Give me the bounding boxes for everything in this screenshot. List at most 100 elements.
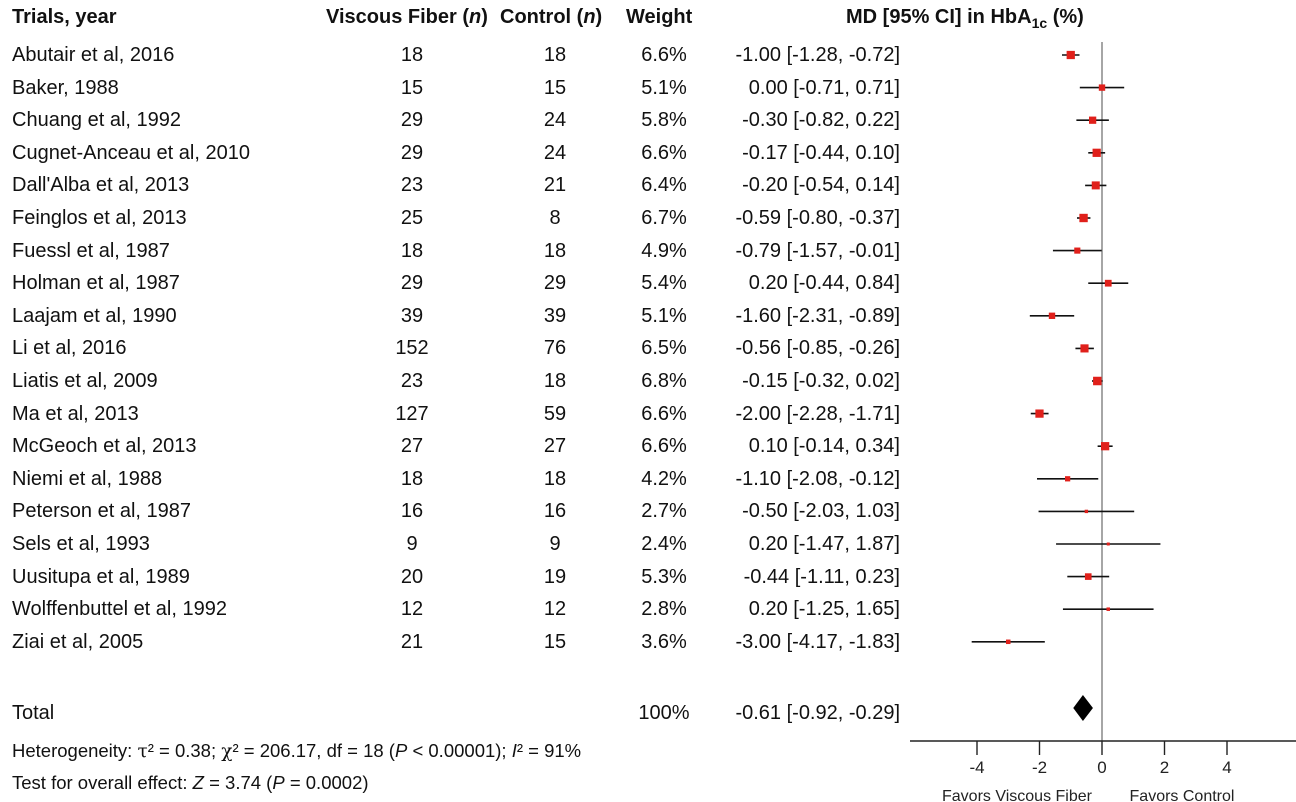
control-n: 8 — [549, 207, 561, 229]
x-tick-label: 4 — [1222, 758, 1231, 777]
study-row: Dall'Alba et al, 2013 23 21 6.4% -0.20 [-0.5… — [0, 169, 910, 201]
fiber-n: 29 — [400, 272, 424, 295]
x-tick-label: -2 — [1032, 758, 1047, 777]
header-md-suffix: (%) — [1047, 6, 1084, 28]
study-row: Ziai et al, 2005 21 15 3.6% -3.00 [-4.17, -1… — [0, 626, 910, 658]
overall-prefix: Test for overall effect: — [12, 772, 193, 793]
tau-value: ² = 0.38; — [147, 740, 222, 761]
weight-value: 6.6% — [641, 44, 687, 66]
p1-value: < 0.00001); — [407, 740, 512, 761]
trial-name: Feinglos et al, 2013 — [12, 207, 187, 229]
weight-value: 2.7% — [641, 500, 687, 523]
md-ci-value: -1.60 [-2.31, -0.89] — [735, 304, 900, 327]
z-value: = 3.74 ( — [203, 772, 273, 793]
point-estimate-marker — [1104, 279, 1112, 287]
study-row: Cugnet-Anceau et al, 2010 29 24 6.6% -0.17 [… — [0, 137, 910, 169]
fiber-n: 23 — [400, 370, 424, 392]
header-viscous-fiber: Viscous Fiber (n) — [326, 6, 488, 28]
total-label: Total — [12, 702, 55, 724]
md-ci-value: -2.00 [-2.28, -1.71] — [735, 402, 900, 425]
trial-name: Liatis et al, 2009 — [12, 370, 158, 392]
fiber-n: 25 — [400, 207, 424, 229]
weight-value: 6.6% — [641, 141, 687, 164]
weight-value: 3.6% — [641, 630, 687, 653]
md-ci-value: -0.50 [-2.03, 1.03] — [742, 500, 900, 523]
study-row: Sels et al, 1993 9 9 2.4% 0.20 [-1.47, 1.87] — [0, 528, 910, 560]
favors-control-label: Favors Control — [1130, 788, 1235, 802]
fiber-n: 15 — [400, 76, 424, 99]
weight-value: 6.6% — [641, 435, 687, 458]
header-trials: Trials, year — [12, 6, 117, 28]
control-n: 24 — [543, 109, 567, 132]
control-n: 59 — [543, 402, 567, 425]
md-ci-value: 0.00 [-0.71, 0.71] — [748, 76, 900, 99]
study-row: Niemi et al, 1988 18 18 4.2% -1.10 [-2.08, -… — [0, 463, 910, 495]
p1-label: P — [394, 740, 408, 761]
weight-value: 5.8% — [641, 109, 687, 132]
weight-value: 6.4% — [641, 174, 687, 197]
trial-name: Laajam et al, 1990 — [12, 304, 177, 327]
control-n: 24 — [543, 141, 567, 164]
weight-value: 5.1% — [641, 76, 687, 99]
trial-name: Cugnet-Anceau et al, 2010 — [12, 141, 250, 164]
study-row: Feinglos et al, 2013 25 8 6.7% -0.59 [-0.80,… — [0, 202, 910, 234]
point-estimate-marker — [1084, 509, 1089, 514]
study-row: Ma et al, 2013 127 59 6.6% -2.00 [-2.28, -1.… — [0, 398, 910, 430]
study-row: Holman et al, 1987 29 29 5.4% 0.20 [-0.44, 0… — [0, 267, 910, 299]
p2-value: = 0.0002) — [284, 772, 369, 793]
heterogeneity-text: Heterogeneity: τ² = 0.38; χ² = 206.17, d… — [12, 740, 581, 762]
weight-value: 6.7% — [641, 207, 687, 229]
weight-value: 6.6% — [641, 402, 687, 425]
fiber-n: 127 — [395, 402, 429, 425]
md-ci-value: -1.00 [-1.28, -0.72] — [735, 44, 900, 66]
point-estimate-marker — [1048, 312, 1056, 319]
weight-value: 5.4% — [641, 272, 687, 295]
control-n: 18 — [543, 44, 567, 66]
md-ci-value: 0.20 [-0.44, 0.84] — [748, 272, 900, 295]
study-row: Liatis et al, 2009 23 18 6.8% -0.15 [-0.32, … — [0, 365, 910, 397]
header-fiber-n: n — [469, 6, 482, 28]
total-diamond — [1073, 695, 1093, 721]
control-n: 21 — [543, 174, 567, 197]
point-estimate-marker — [1035, 409, 1044, 418]
fiber-n: 29 — [400, 109, 424, 132]
md-ci-value: -0.44 [-1.11, 0.23] — [743, 565, 900, 588]
study-row: Chuang et al, 1992 29 24 5.8% -0.30 [-0.82, … — [0, 104, 910, 136]
control-n: 16 — [543, 500, 567, 523]
i2-value: ² = 91% — [516, 740, 582, 761]
fiber-n: 39 — [400, 304, 424, 327]
point-estimate-marker — [1101, 442, 1110, 451]
fiber-n: 23 — [400, 174, 424, 197]
point-estimate-marker — [1092, 148, 1101, 157]
fiber-n: 9 — [406, 533, 418, 555]
control-n: 15 — [543, 630, 567, 653]
md-ci-value: -0.20 [-0.54, 0.14] — [742, 174, 900, 197]
point-estimate-marker — [1084, 573, 1092, 580]
fiber-n: 18 — [400, 467, 424, 490]
weight-value: 4.9% — [641, 239, 687, 262]
header-fiber-label: Viscous Fiber — [326, 6, 457, 28]
fiber-n: 29 — [400, 141, 424, 164]
study-row: Baker, 1988 15 15 5.1% 0.00 [-0.71, 0.71] — [0, 72, 910, 104]
trial-name: Ziai et al, 2005 — [12, 630, 144, 653]
point-estimate-marker — [1065, 476, 1071, 482]
weight-value: 4.2% — [641, 467, 687, 490]
md-ci-value: -0.79 [-1.57, -0.01] — [735, 239, 900, 262]
study-row: Wolffenbuttel et al, 1992 12 12 2.8% 0.20 [-… — [0, 593, 910, 625]
control-n: 15 — [543, 76, 567, 99]
md-ci-value: -0.30 [-0.82, 0.22] — [742, 109, 900, 132]
study-row: Uusitupa et al, 1989 20 19 5.3% -0.44 [-1.11… — [0, 561, 910, 593]
fiber-n: 12 — [400, 598, 424, 621]
trial-name: Li et al, 2016 — [12, 337, 127, 360]
md-ci-value: 0.20 [-1.25, 1.65] — [748, 598, 900, 621]
weight-value: 5.1% — [641, 304, 687, 327]
x-tick-label: 0 — [1097, 758, 1106, 777]
point-estimate-marker — [1106, 607, 1110, 611]
fiber-n: 18 — [400, 44, 424, 66]
favors-viscous-fiber-label: Favors Viscous Fiber — [942, 788, 1093, 802]
fiber-n: 20 — [400, 565, 424, 588]
control-n: 19 — [543, 565, 567, 588]
point-estimate-marker — [1091, 181, 1100, 190]
study-row: McGeoch et al, 2013 27 27 6.6% 0.10 [-0.14, … — [0, 430, 910, 462]
i2-label: I — [511, 740, 517, 761]
